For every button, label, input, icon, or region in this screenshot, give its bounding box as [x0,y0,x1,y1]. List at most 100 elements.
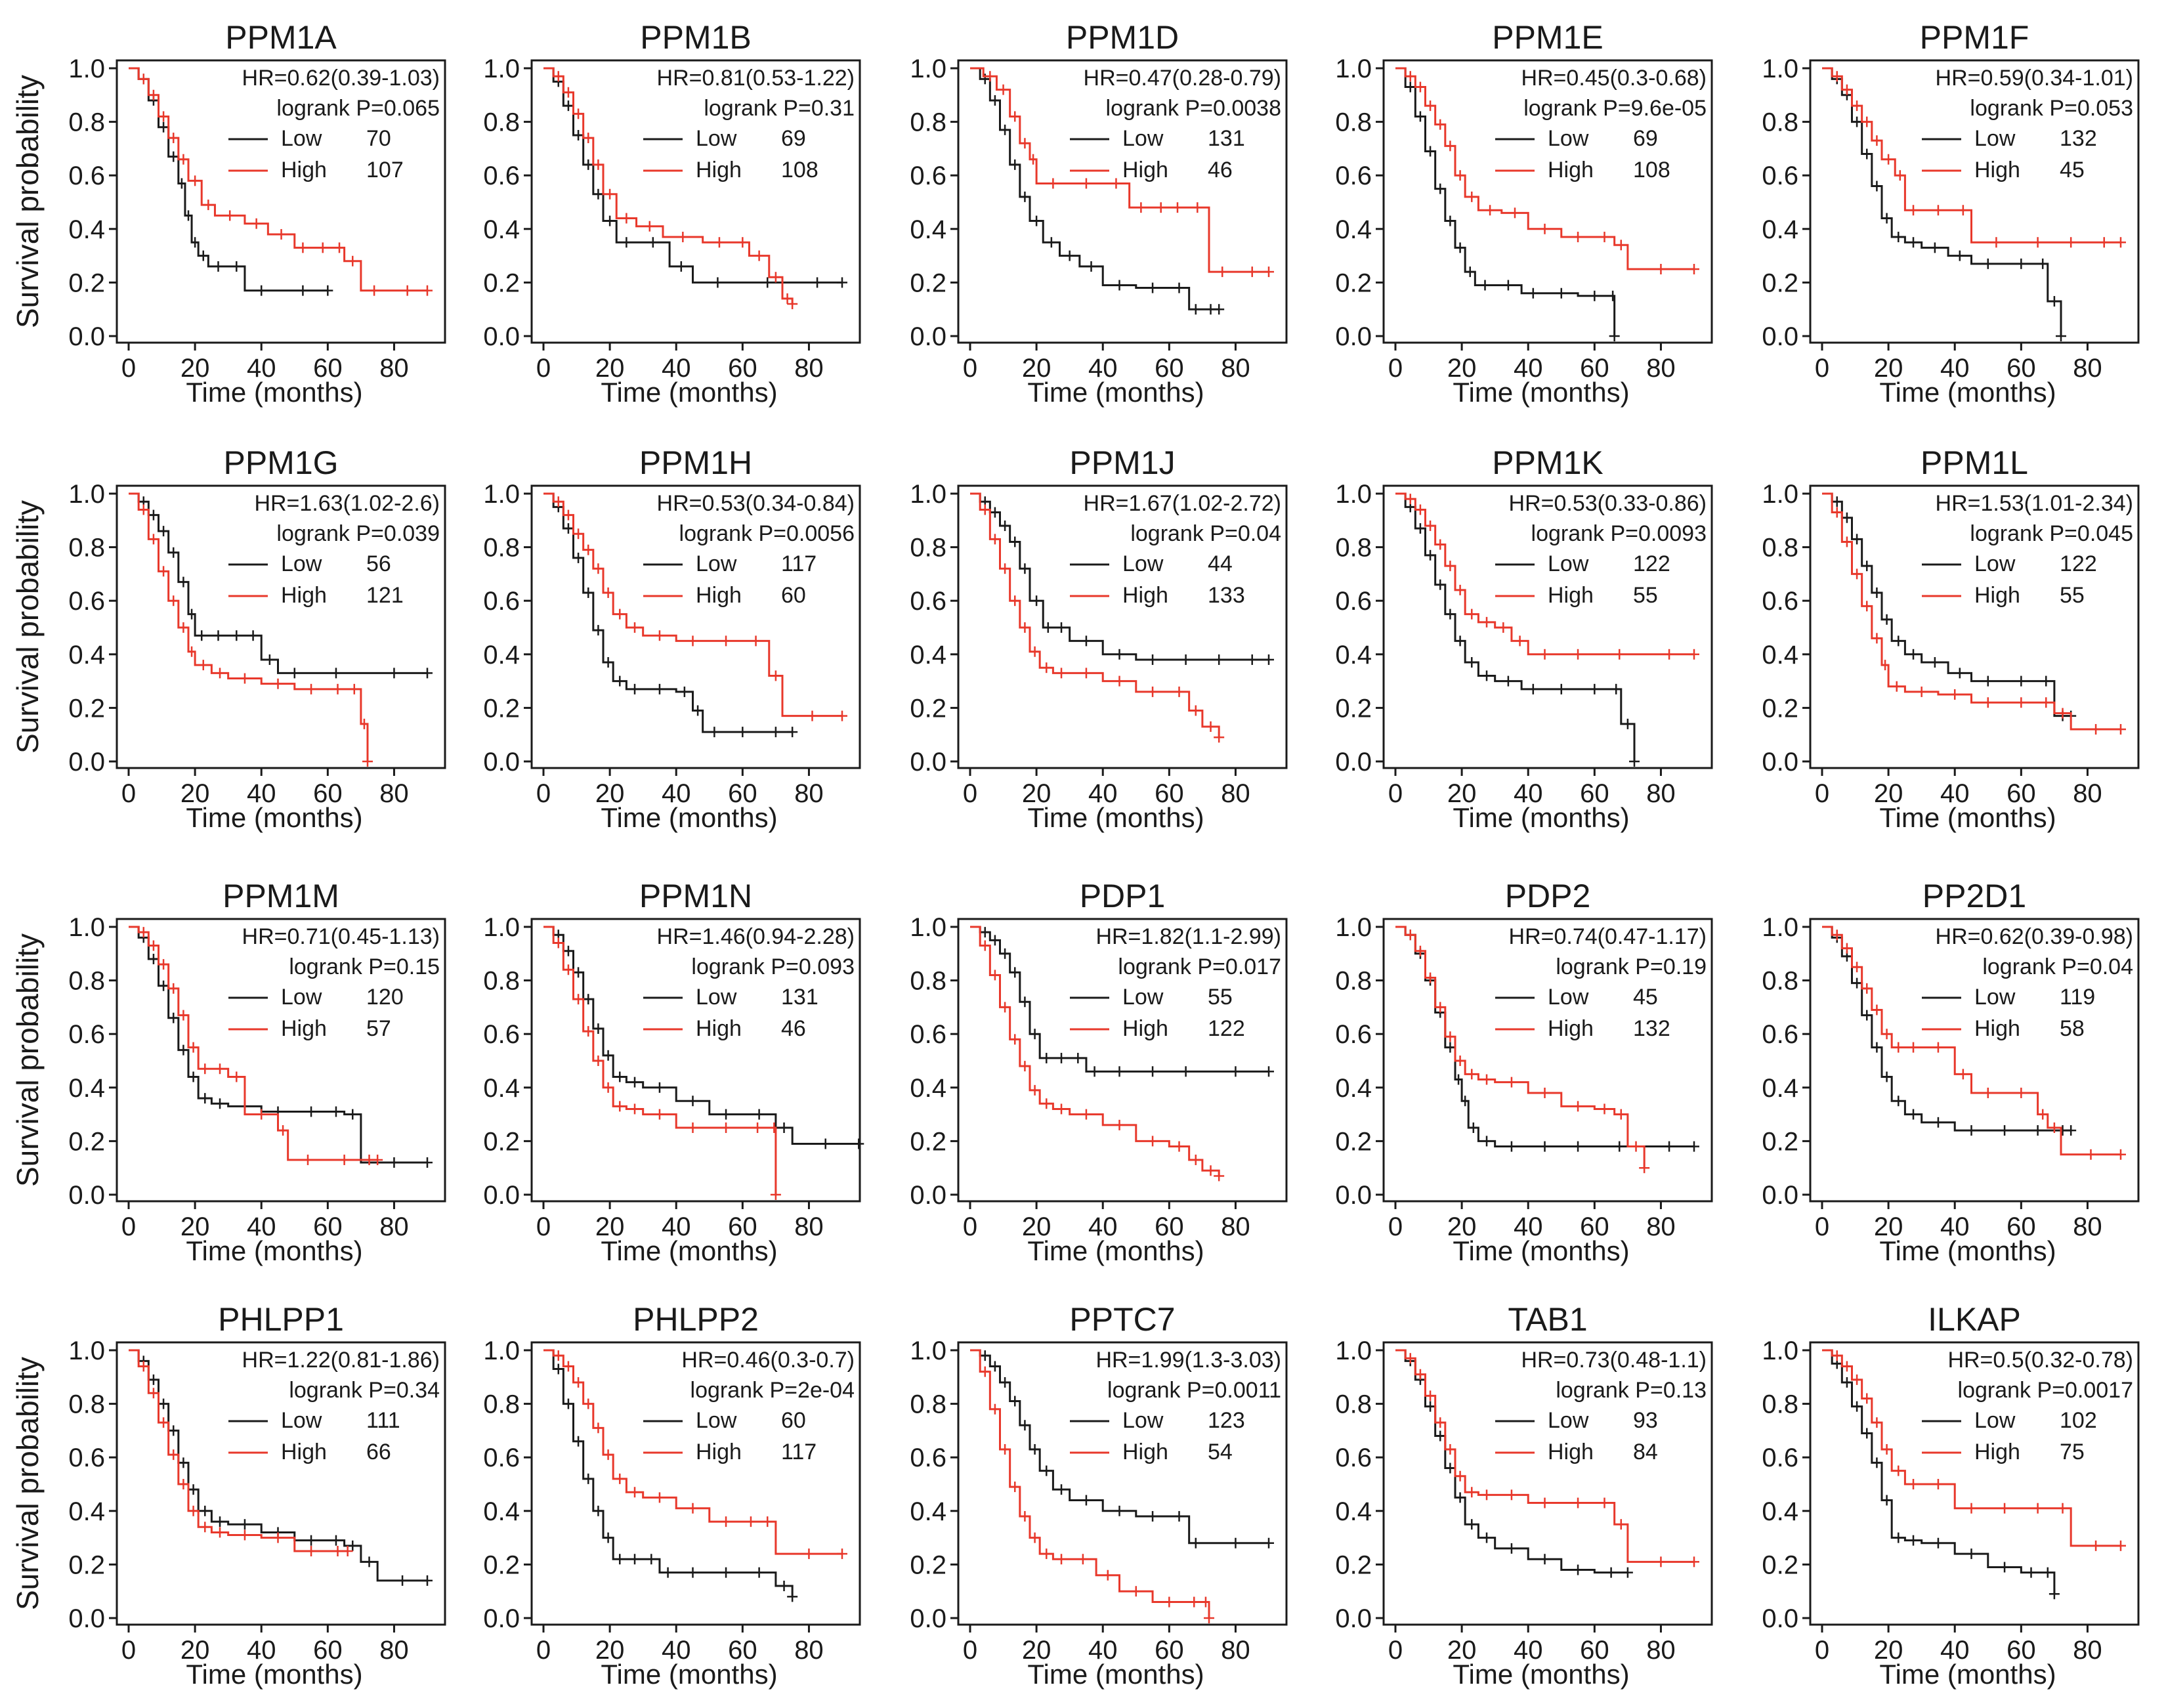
y-tick-label: 0.4 [68,1074,105,1103]
y-tick-label: 0.8 [1335,1390,1372,1419]
y-tick-label: 0.2 [1762,1550,1798,1579]
x-tick-label: 80 [379,779,409,808]
plot-frame [1382,59,1713,344]
x-tick-label: 0 [121,354,136,383]
legend-n-low: 122 [1633,551,1670,576]
km-panel-tab1: TAB1 0.0 0.2 0.4 0.6 0.8 1.0 0 20 40 60 80 Time (mon… [1335,1301,1713,1690]
panel-title: PPM1N [639,878,752,914]
x-tick-label: 20 [1447,779,1477,808]
km-panel-ppm1g: PPM1G 0.0 0.2 0.4 0.6 0.8 1.0 0 20 40 60 80 Time (mo… [11,444,446,833]
legend-label-low: Low [1548,985,1589,1010]
hr-annotation: HR=0.5(0.32-0.78) [1947,1348,2133,1373]
hr-annotation: HR=1.46(0.94-2.28) [657,924,855,949]
legend-n-high: 57 [366,1016,391,1041]
x-tick-label: 80 [379,1636,409,1665]
legend-n-low: 117 [781,551,817,576]
y-tick-label: 0.6 [68,1020,105,1049]
legend-label-high: High [1122,583,1168,608]
x-tick-label: 20 [595,779,625,808]
hr-annotation: HR=0.71(0.45-1.13) [242,924,440,949]
y-tick-label: 0.2 [1335,1550,1372,1579]
panel-title: PPM1G [223,444,338,481]
plot-frame [1382,918,1713,1203]
x-tick-label: 20 [1022,1636,1051,1665]
legend-label-low: Low [696,1408,737,1433]
x-tick-label: 20 [180,779,210,808]
y-tick-label: 0.8 [1762,967,1798,996]
legend-n-high: 121 [366,583,404,608]
km-panel-ppm1e: PPM1E 0.0 0.2 0.4 0.6 0.8 1.0 0 20 40 60 80 Time (mo… [1335,19,1713,408]
y-tick-label: 0.2 [1335,268,1372,297]
plot-frame [957,59,1288,344]
y-tick-label: 0.4 [1335,1074,1372,1103]
x-tick-label: 0 [1388,1212,1403,1241]
x-tick-label: 20 [180,1212,210,1241]
km-panel-pdp1: PDP1 0.0 0.2 0.4 0.6 0.8 1.0 0 20 40 60 80 Time (mon… [910,878,1288,1266]
hr-annotation: HR=1.22(0.81-1.86) [242,1348,440,1373]
plot-frame [530,484,861,769]
legend-label-high: High [281,583,327,608]
legend-n-high: 108 [1633,158,1670,182]
y-tick-label: 0.0 [68,1604,105,1633]
x-tick-label: 60 [728,779,757,808]
x-tick-label: 40 [1514,779,1543,808]
x-tick-label: 80 [1646,354,1676,383]
y-tick-label: 0.2 [483,694,520,723]
x-tick-label: 0 [963,354,977,383]
panel-title: PPM1A [225,19,337,56]
x-tick-label: 40 [1940,354,1970,383]
plot-frame [1809,1341,2140,1626]
legend-label-low: Low [1974,126,2016,151]
legend-label-low: Low [1548,126,1589,151]
panel-title: PPM1B [640,19,752,56]
y-tick-label: 0.8 [483,108,520,137]
legend-label-high: High [1548,1016,1594,1041]
y-tick-label: 0.2 [1762,694,1798,723]
x-tick-label: 60 [1155,1636,1184,1665]
legend-n-low: 56 [366,551,391,576]
y-tick-label: 0.4 [68,215,105,244]
km-curve-high [1822,67,2121,244]
x-tick-label: 60 [1155,354,1184,383]
panel-title: PPM1E [1492,19,1603,56]
y-tick-label: 0.6 [910,587,946,616]
y-tick-label: 0.8 [1335,967,1372,996]
x-tick-label: 80 [1646,1212,1676,1241]
hr-annotation: HR=0.62(0.39-0.98) [1936,924,2133,949]
legend-label-high: High [1548,1440,1594,1464]
plot-frame [116,484,446,769]
x-tick-label: 80 [2073,1636,2102,1665]
x-tick-label: 80 [794,779,824,808]
x-tick-label: 20 [1022,354,1051,383]
pvalue-annotation: logrank P=0.053 [1970,96,2133,121]
x-tick-label: 0 [536,1212,551,1241]
legend-n-high: 122 [1208,1016,1245,1041]
x-axis-label: Time (months) [1453,802,1629,833]
legend-label-low: Low [1122,1408,1164,1433]
pvalue-annotation: logrank P=0.045 [1970,521,2133,546]
legend-label-high: High [696,158,742,182]
x-tick-label: 0 [1388,1636,1403,1665]
y-tick-label: 0.4 [68,1497,105,1526]
y-tick-label: 1.0 [68,480,105,509]
x-axis-label: Time (months) [1879,1235,2056,1266]
x-tick-label: 20 [180,354,210,383]
x-axis-label: Time (months) [601,1659,777,1690]
y-tick-label: 0.4 [483,1074,520,1103]
panel-title: PP2D1 [1922,878,2026,914]
km-curve-high [129,926,378,1161]
x-tick-label: 80 [2073,779,2102,808]
pvalue-annotation: logrank P=0.15 [289,954,440,979]
km-curve-high [129,1349,348,1552]
legend-n-high: 55 [2060,583,2085,608]
x-tick-label: 20 [595,1212,625,1241]
y-tick-label: 0.0 [1762,748,1798,777]
y-tick-label: 0.8 [910,108,946,137]
x-tick-label: 40 [247,779,276,808]
y-tick-label: 0.0 [910,322,946,351]
x-tick-label: 40 [662,354,691,383]
y-tick-label: 0.0 [1335,322,1372,351]
y-tick-label: 0.4 [483,641,520,670]
legend-n-high: 60 [781,583,806,608]
